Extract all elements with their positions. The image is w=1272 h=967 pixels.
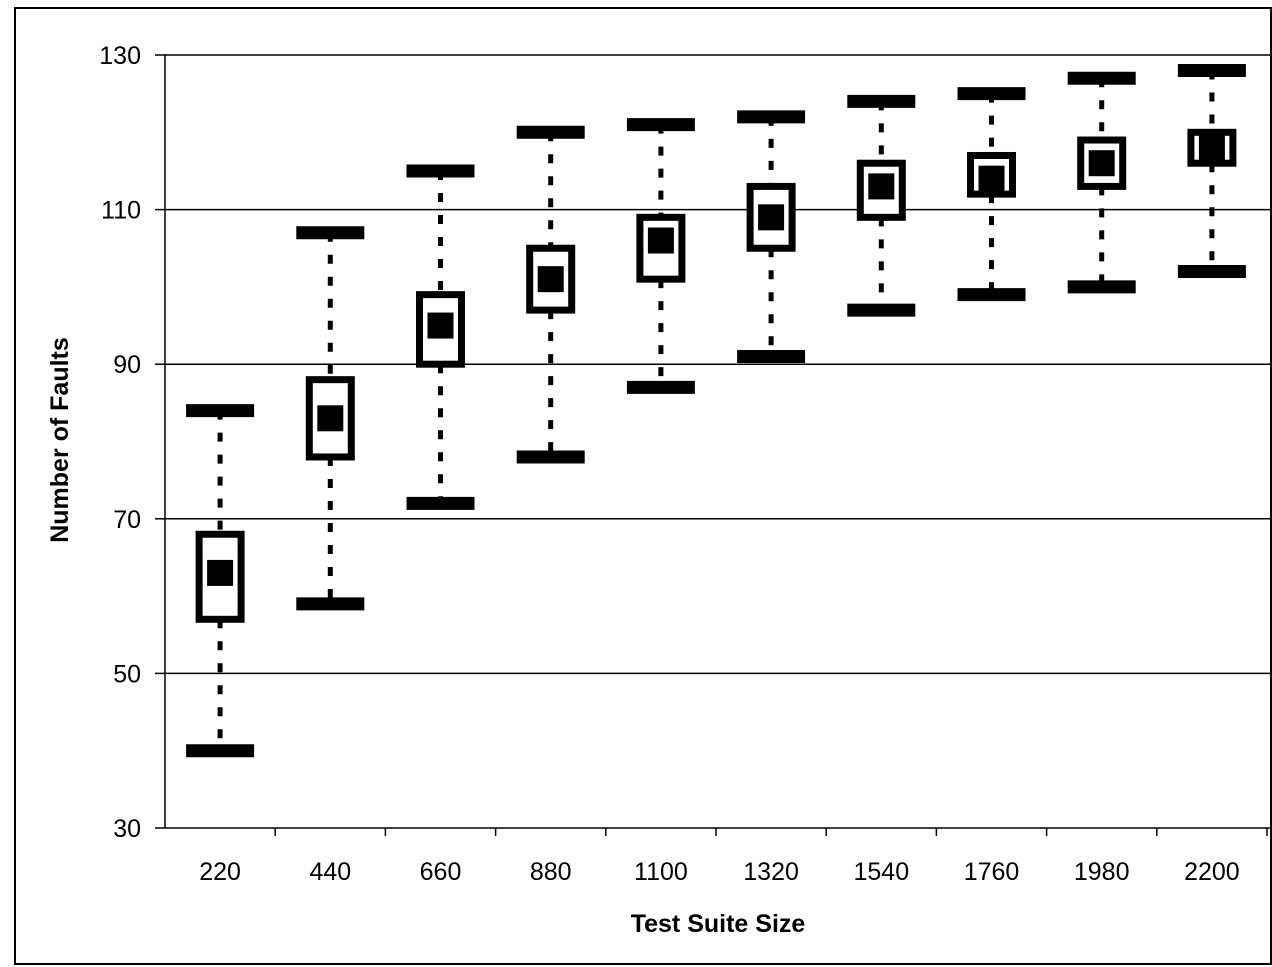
y-tick-label-30: 30: [113, 815, 141, 843]
median-marker-1540: [868, 173, 895, 200]
median-marker-880: [537, 266, 564, 293]
box-880: [516, 125, 585, 464]
x-tick-label-1980: 1980: [1074, 858, 1130, 886]
box-1100: [626, 118, 695, 394]
x-tick-label-880: 880: [530, 858, 572, 886]
median-marker-1760: [978, 165, 1005, 192]
y-tick-label-50: 50: [113, 660, 141, 688]
box-1540: [847, 94, 916, 317]
chart-frame: [14, 7, 1272, 965]
y-tick-label-130: 130: [99, 42, 141, 70]
y-axis-title: Number of Faults: [46, 337, 74, 543]
iqr-box-880: [526, 244, 576, 314]
gridlines: [165, 54, 1270, 675]
median-marker-1980: [1088, 150, 1115, 177]
median-marker-660: [427, 312, 454, 339]
box-1760: [957, 87, 1026, 302]
median-marker-1320: [758, 204, 785, 231]
x-tick-label-220: 220: [199, 858, 241, 886]
median-marker-1100: [647, 227, 674, 254]
median-marker-440: [317, 405, 344, 432]
axes: [155, 54, 1270, 836]
y-tick-label-90: 90: [113, 351, 141, 379]
x-tick-label-440: 440: [309, 858, 351, 886]
x-tick-label-1760: 1760: [964, 858, 1020, 886]
x-tick-label-1100: 1100: [634, 858, 688, 886]
box-2200: [1177, 63, 1246, 278]
box-440: [296, 226, 365, 611]
x-tick-label-2200: 2200: [1184, 858, 1240, 886]
x-tick-label-1320: 1320: [743, 858, 799, 886]
boxes: [186, 63, 1246, 758]
x-tick-label-660: 660: [420, 858, 462, 886]
y-tick-label-70: 70: [113, 506, 141, 534]
y-tick-labels: 30 50 70 90 110 130: [99, 42, 141, 843]
box-660: [406, 164, 475, 510]
iqr-box-220: [195, 530, 245, 623]
y-tick-label-110: 110: [101, 197, 141, 225]
median-marker-220: [207, 559, 234, 586]
x-tick-labels: 220 440 660 880 1100 1320 1540 1760 1980 2200: [199, 858, 1239, 886]
box-1980: [1067, 71, 1136, 294]
x-tick-label-1540: 1540: [853, 858, 909, 886]
box-1320: [737, 110, 806, 363]
x-axis-title: Test Suite Size: [631, 910, 806, 938]
box-220: [186, 404, 255, 758]
median-marker-2200: [1198, 134, 1225, 161]
